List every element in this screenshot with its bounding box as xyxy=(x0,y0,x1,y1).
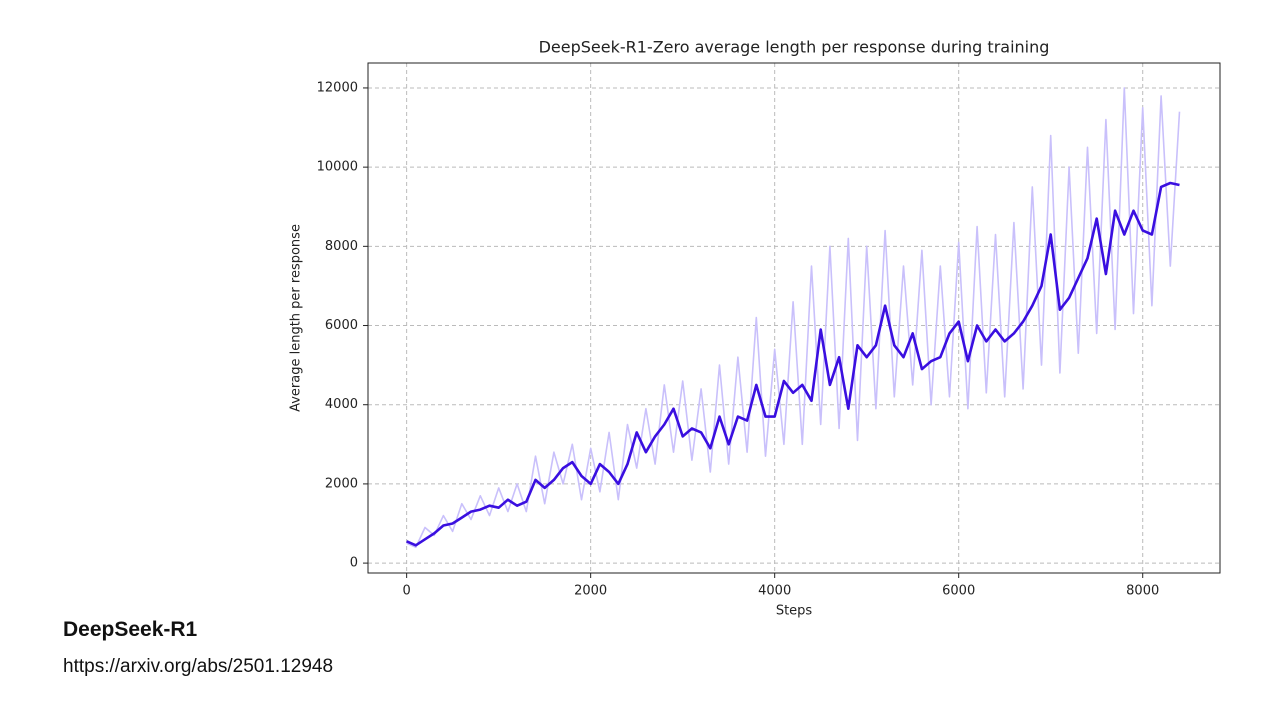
y-tick-label: 4000 xyxy=(325,397,358,412)
y-tick-label: 8000 xyxy=(325,239,358,254)
x-tick-label: 4000 xyxy=(758,584,791,599)
y-tick-label: 2000 xyxy=(325,476,358,491)
y-tick-label: 6000 xyxy=(325,318,358,333)
caption-url: https://arxiv.org/abs/2501.12948 xyxy=(63,656,334,677)
x-tick-label: 2000 xyxy=(574,584,607,599)
plot-frame xyxy=(367,62,1221,574)
data-line xyxy=(406,181,1180,547)
x-axis-label: Steps xyxy=(776,604,813,619)
y-tick-label: 12000 xyxy=(317,80,358,95)
x-tick-label: 6000 xyxy=(942,584,975,599)
y-tick-label: 0 xyxy=(350,556,358,571)
caption-title: DeepSeek-R1 xyxy=(63,618,198,641)
chart-title: DeepSeek-R1-Zero average length per resp… xyxy=(539,38,1050,57)
y-axis-label: Average length per response xyxy=(289,224,304,412)
y-tick-label: 10000 xyxy=(317,160,358,175)
x-tick-label: 0 xyxy=(403,584,411,599)
data-line xyxy=(406,87,1181,549)
x-tick-label: 8000 xyxy=(1126,584,1159,599)
